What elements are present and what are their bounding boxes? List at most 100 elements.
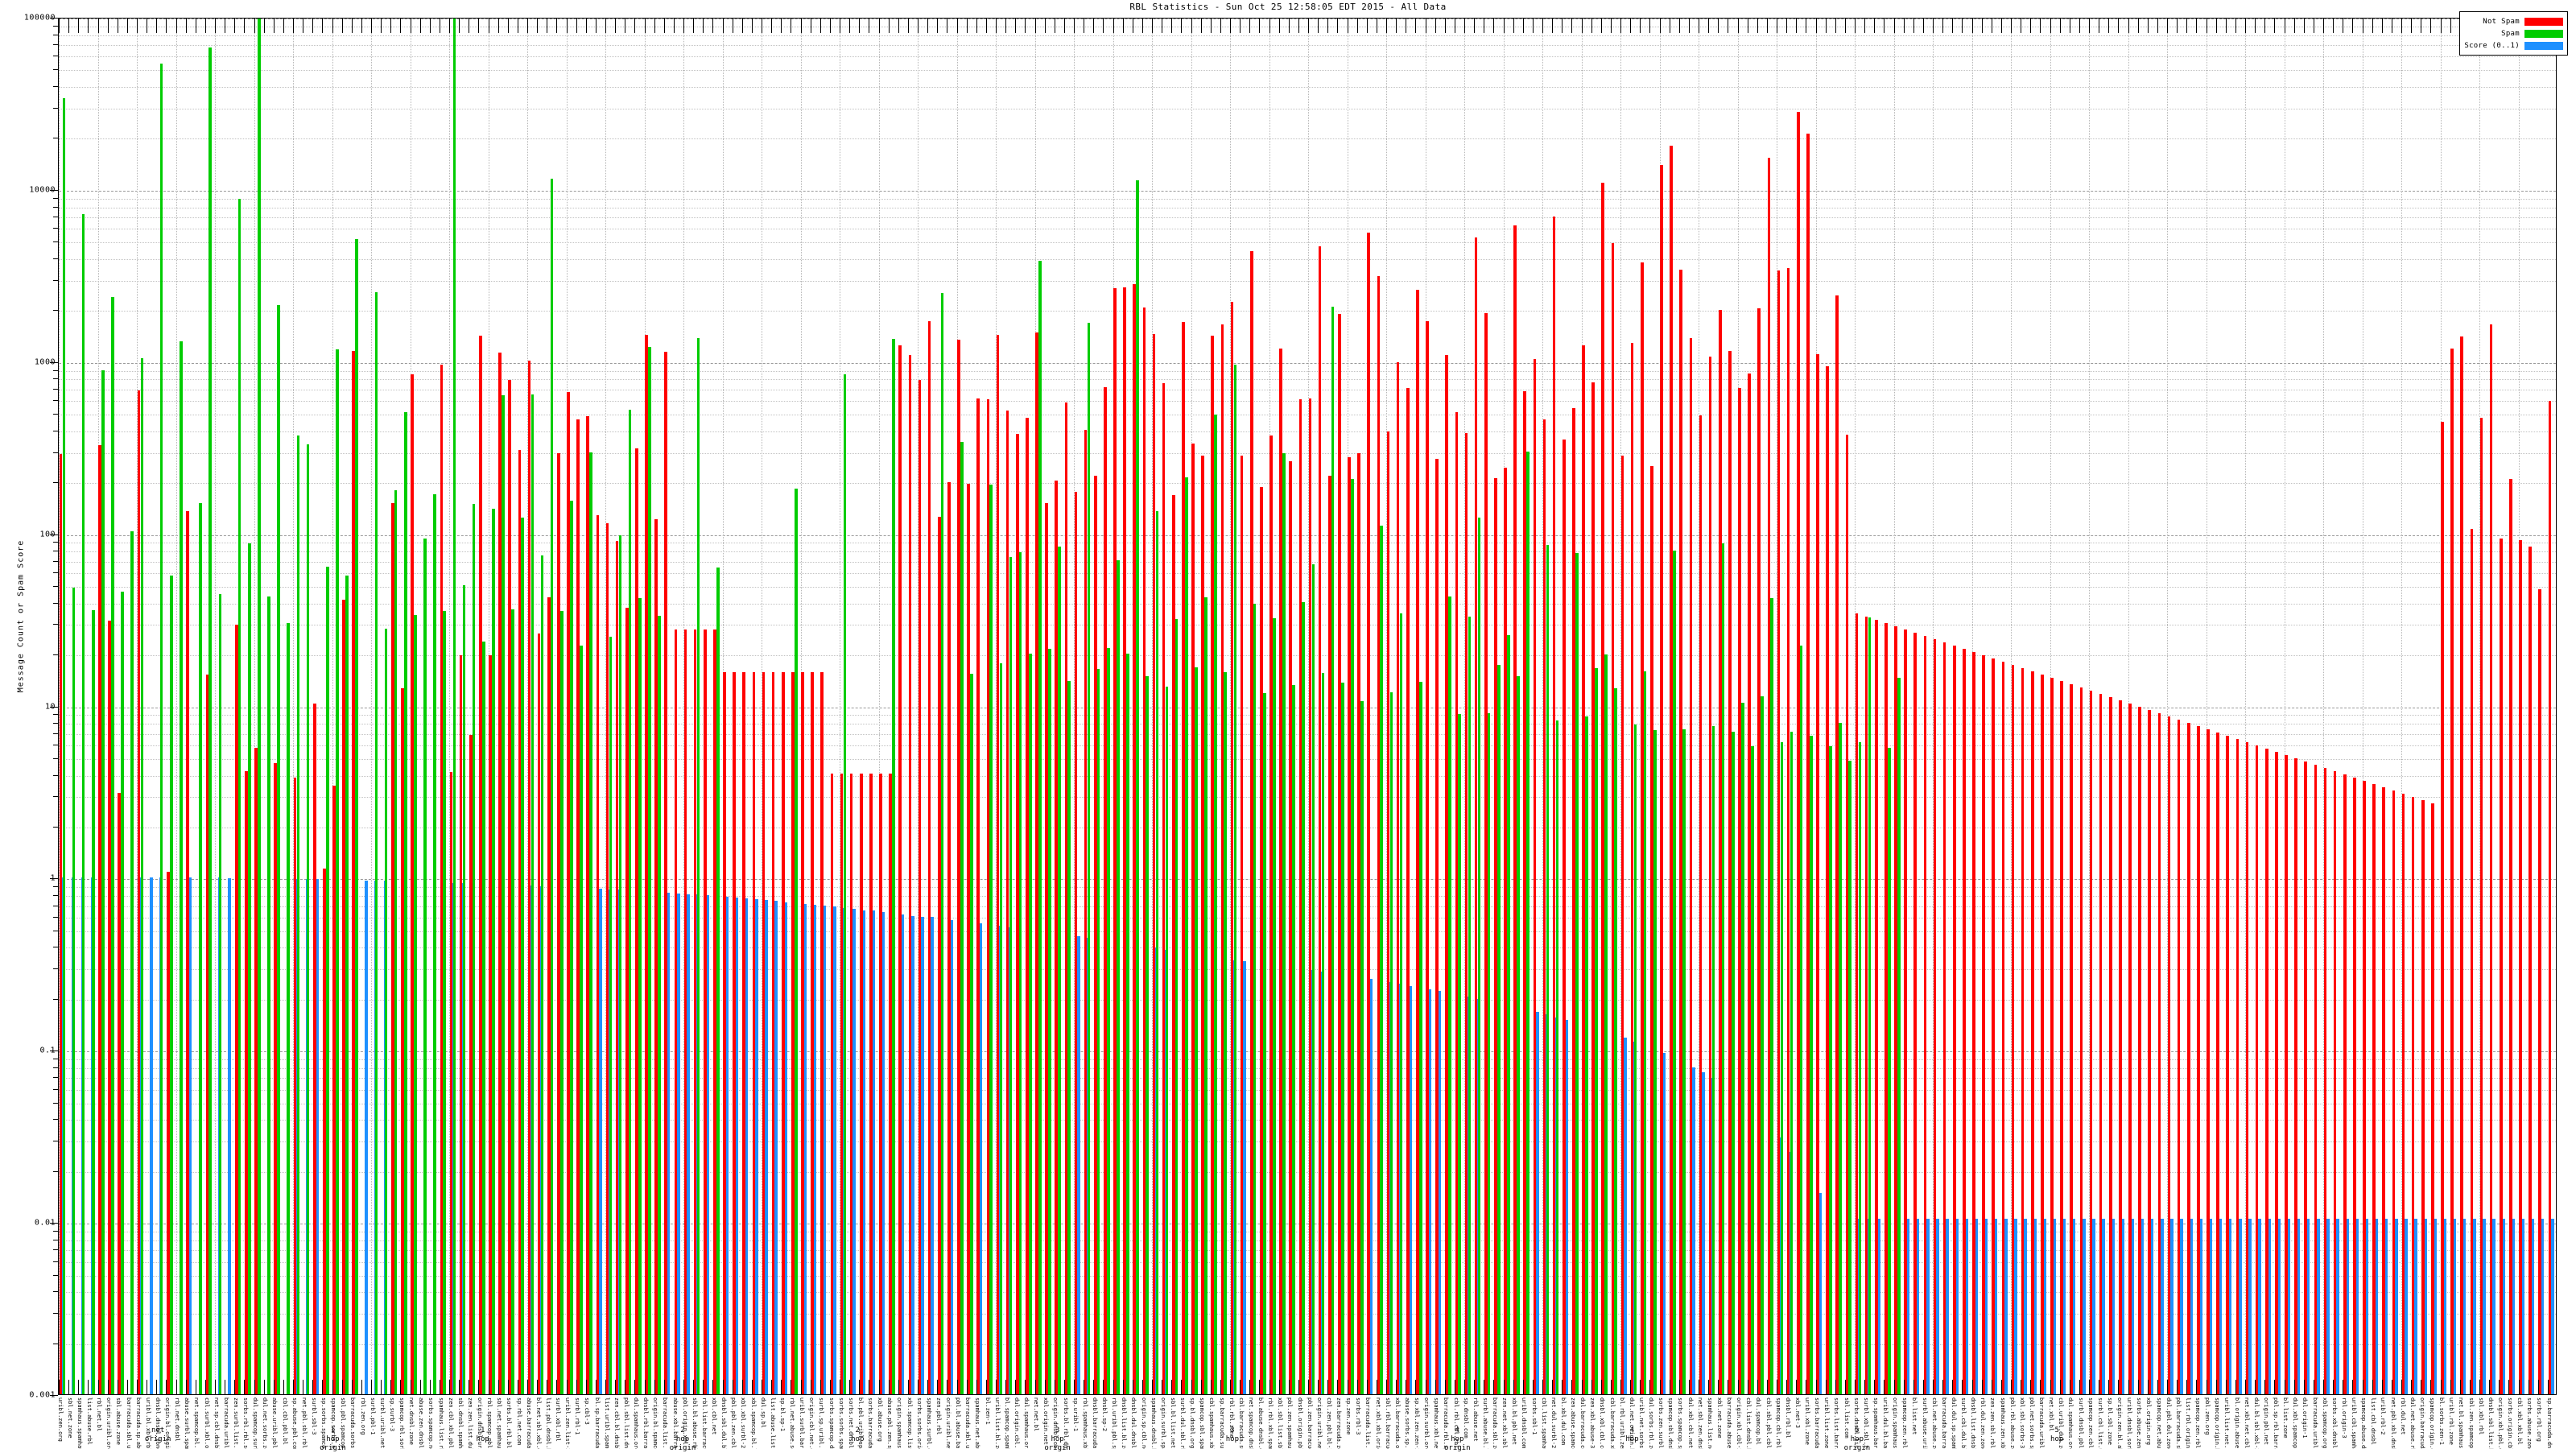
bar-spam xyxy=(794,489,798,1394)
y-minor-tick xyxy=(53,414,58,415)
bar-not-spam xyxy=(693,629,697,1394)
y-minor-tick xyxy=(53,310,58,312)
bar-score xyxy=(872,910,876,1394)
x-top-tick xyxy=(2381,19,2383,33)
bar-spam xyxy=(462,585,466,1394)
bar-spam xyxy=(1721,543,1725,1394)
bar-score xyxy=(2053,1218,2057,1394)
v-gridline xyxy=(918,19,919,1394)
legend-swatch-not-spam xyxy=(2524,17,2563,26)
bar-not-spam xyxy=(2060,680,2063,1394)
legend-label-spam: Spam xyxy=(2501,29,2520,38)
x-top-tick xyxy=(390,19,392,33)
bar-spam xyxy=(1126,654,1129,1394)
x-bottom-tick xyxy=(1191,1380,1192,1394)
x-bottom-tick xyxy=(2196,1380,2198,1394)
x-top-tick xyxy=(1308,19,1309,33)
bar-not-spam xyxy=(274,763,278,1394)
bar-not-spam xyxy=(312,703,316,1394)
x-top-tick xyxy=(497,19,499,33)
bar-not-spam xyxy=(1864,616,1868,1394)
bar-score xyxy=(2014,1218,2017,1394)
h-gridline-minor xyxy=(59,1059,2556,1061)
x-top-tick xyxy=(859,19,861,33)
y-tick-mark xyxy=(50,1223,58,1224)
v-gridline xyxy=(1581,19,1583,1394)
x-top-tick xyxy=(537,19,539,33)
h-gridline-minor xyxy=(59,217,2556,218)
bar-spam xyxy=(580,646,583,1394)
x-top-tick xyxy=(1825,19,1827,33)
bar-spam xyxy=(423,539,427,1394)
x-bottom-tick xyxy=(1025,1380,1026,1394)
bar-not-spam xyxy=(1416,289,1419,1394)
bar-spam xyxy=(716,567,720,1394)
x-top-tick xyxy=(351,19,353,33)
bar-spam xyxy=(589,452,592,1394)
x-bottom-tick xyxy=(1766,1380,1768,1394)
x-bottom-tick xyxy=(1688,1380,1690,1394)
x-bottom-tick xyxy=(1063,1380,1065,1394)
x-top-tick xyxy=(2303,19,2305,33)
bar-not-spam xyxy=(1015,434,1019,1394)
x-bottom-tick xyxy=(1913,1380,1914,1394)
x-bottom-tick xyxy=(312,1380,314,1394)
bar-spam xyxy=(1770,598,1774,1394)
x-top-tick xyxy=(2089,19,2090,33)
bar-spam xyxy=(277,305,280,1394)
bar-score xyxy=(2248,1218,2252,1394)
bar-spam xyxy=(1058,546,1061,1394)
x-top-tick xyxy=(1903,19,1905,33)
bar-not-spam xyxy=(742,672,746,1394)
bar-not-spam xyxy=(2372,783,2376,1394)
x-top-tick xyxy=(2401,19,2402,33)
y-tick-label: 100000 xyxy=(23,13,56,23)
bar-not-spam xyxy=(2041,674,2044,1394)
h-gridline xyxy=(59,535,2556,536)
bar-spam xyxy=(208,47,213,1394)
y-tick-mark xyxy=(50,18,58,19)
x-bottom-tick xyxy=(1278,1380,1280,1394)
v-gridline xyxy=(2011,19,2012,1394)
bar-spam xyxy=(1829,745,1832,1394)
x-top-tick xyxy=(927,19,929,33)
bar-spam xyxy=(1321,672,1325,1394)
x-top-tick xyxy=(1230,19,1231,33)
bar-score xyxy=(1975,1218,1979,1394)
bar-not-spam xyxy=(762,672,766,1394)
x-top-tick xyxy=(1766,19,1768,33)
bar-spam xyxy=(940,292,944,1394)
bar-score xyxy=(1438,991,1442,1394)
x-bottom-tick xyxy=(2059,1380,2061,1394)
bar-score xyxy=(2092,1218,2095,1394)
bar-spam xyxy=(570,501,573,1394)
h-gridline-minor xyxy=(59,198,2556,200)
bar-score xyxy=(2414,1218,2417,1394)
x-bottom-tick xyxy=(2177,1380,2178,1394)
h-gridline-minor xyxy=(59,758,2556,760)
bar-spam xyxy=(1146,676,1150,1394)
bar-spam xyxy=(452,19,456,1394)
bar-spam xyxy=(1351,478,1354,1394)
x-bottom-tick xyxy=(1240,1380,1241,1394)
x-bottom-tick xyxy=(1718,1380,1719,1394)
y-minor-tick xyxy=(53,586,58,587)
x-top-tick xyxy=(1396,19,1397,33)
x-bottom-tick xyxy=(2050,1380,2051,1394)
y-minor-tick xyxy=(53,560,58,562)
x-top-tick xyxy=(1152,19,1153,33)
bar-spam xyxy=(258,19,261,1394)
x-bottom-tick xyxy=(918,1380,919,1394)
bar-score xyxy=(2170,1218,2174,1394)
bar-spam xyxy=(1887,747,1891,1394)
x-top-tick xyxy=(2011,19,2012,33)
x-bottom-tick xyxy=(1044,1380,1046,1394)
x-bottom-tick xyxy=(1835,1380,1836,1394)
x-bottom-tick xyxy=(381,1380,382,1394)
bar-spam xyxy=(72,587,76,1394)
x-bottom-tick xyxy=(322,1380,324,1394)
y-minor-tick xyxy=(53,826,58,828)
x-top-tick xyxy=(341,19,343,33)
bar-not-spam xyxy=(1572,407,1575,1394)
y-minor-tick xyxy=(53,1067,58,1068)
